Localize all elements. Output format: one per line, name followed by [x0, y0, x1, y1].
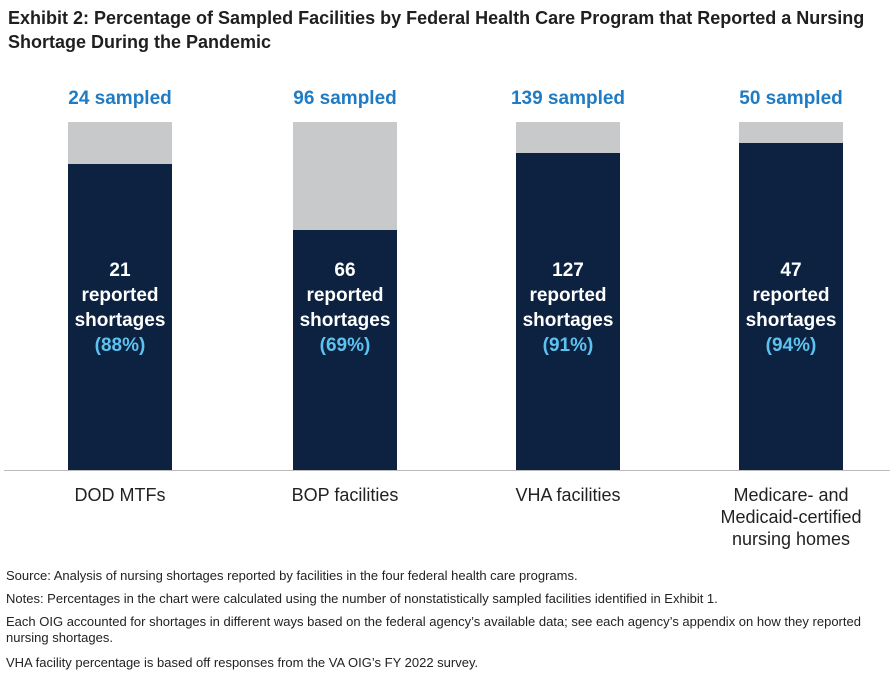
shortage-label: 47 reported shortages — [745, 260, 837, 331]
bar-label: 21 reported shortages (88%) — [20, 258, 220, 358]
shortage-label: 127 reported shortages — [522, 260, 614, 331]
shortage-bar — [516, 153, 620, 470]
bar-label: 127 reported shortages (91%) — [468, 258, 668, 358]
percent-label: (69%) — [319, 335, 371, 356]
bar-label: 47 reported shortages (94%) — [691, 258, 891, 358]
note: Source: Analysis of nursing shortages re… — [6, 568, 578, 583]
shortage-label: 66 reported shortages — [299, 260, 391, 331]
shortage-bar — [68, 163, 172, 470]
sampled-label: 24 sampled — [68, 88, 172, 109]
note: VHA facility percentage is based off res… — [6, 655, 479, 670]
x-tick-label: Medicare- and Medicaid-certified nursing… — [720, 485, 862, 549]
sampled-label: 96 sampled — [293, 88, 397, 109]
shortage-bar — [293, 229, 397, 470]
x-tick-label: BOP facilities — [291, 485, 399, 505]
percent-label: (94%) — [765, 335, 817, 356]
chart-title: Exhibit 2: Percentage of Sampled Facilit… — [8, 8, 865, 52]
note: Each OIG accounted for shortages in diff… — [6, 614, 861, 645]
sampled-label: 50 sampled — [739, 88, 843, 109]
note: Notes: Percentages in the chart were cal… — [6, 591, 718, 606]
baseline — [4, 470, 890, 471]
percent-label: (91%) — [542, 335, 594, 356]
x-tick-label: DOD MTFs — [74, 485, 166, 505]
shortage-label: 21 reported shortages — [74, 260, 166, 331]
x-tick-label: VHA facilities — [515, 485, 621, 505]
percent-label: (88%) — [94, 335, 146, 356]
shortage-bar — [739, 142, 843, 470]
sampled-label: 139 sampled — [510, 88, 626, 109]
bar-label: 66 reported shortages (69%) — [245, 258, 445, 358]
